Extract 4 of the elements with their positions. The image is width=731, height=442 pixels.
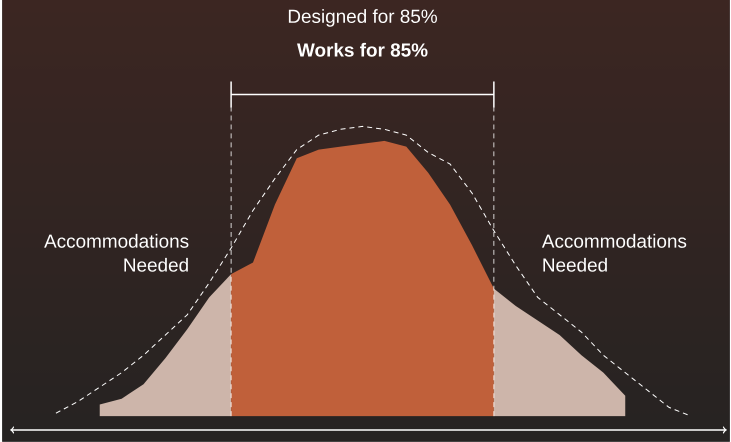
text: Works for 85% (297, 42, 428, 57)
text: Designed for 85% (288, 9, 437, 27)
annotation: Accommodations Needed (542, 234, 686, 272)
annotation: Accommodations Needed (44, 234, 188, 272)
